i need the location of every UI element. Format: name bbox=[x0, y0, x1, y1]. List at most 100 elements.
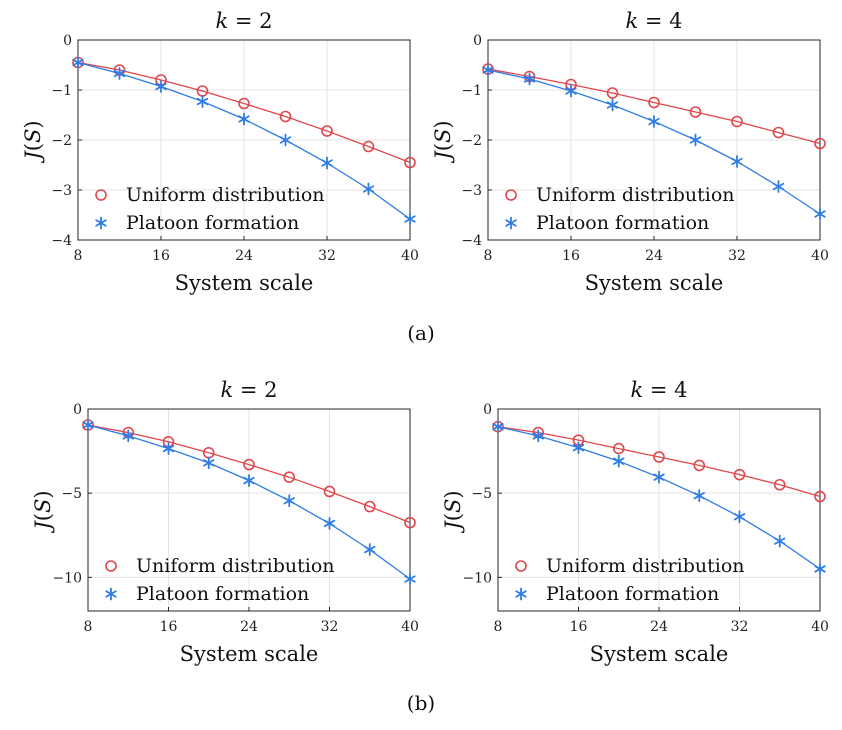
data-point-uniform bbox=[243, 458, 255, 471]
legend-label-uniform: Uniform distribution bbox=[136, 555, 335, 577]
y-tick-label: −3 bbox=[461, 183, 482, 199]
legend-marker-platoon bbox=[105, 587, 117, 601]
x-tick-label: 24 bbox=[240, 619, 258, 635]
x-tick-label: 8 bbox=[74, 248, 83, 264]
y-axis-label: J(S) bbox=[21, 120, 45, 163]
data-point-platoon bbox=[122, 429, 134, 443]
legend-label-uniform: Uniform distribution bbox=[536, 184, 735, 206]
x-tick-label: 16 bbox=[570, 619, 588, 635]
data-point-platoon bbox=[243, 474, 255, 487]
data-point-platoon bbox=[613, 454, 625, 468]
x-tick-label: 8 bbox=[484, 248, 493, 264]
chart-title: k = 2 bbox=[220, 378, 277, 402]
legend-marker-platoon bbox=[505, 216, 517, 230]
data-point-uniform bbox=[772, 126, 785, 139]
data-point-platoon bbox=[772, 180, 785, 193]
data-point-platoon bbox=[565, 84, 577, 98]
legend-label-platoon: Platoon formation bbox=[136, 583, 309, 605]
panel-label-b: (b) bbox=[407, 691, 435, 715]
y-tick-label: −10 bbox=[52, 570, 82, 586]
x-axis-label: System scale bbox=[180, 642, 319, 666]
series-line-uniform bbox=[87, 424, 411, 524]
legend-marker-uniform bbox=[515, 560, 527, 572]
data-point-platoon bbox=[323, 517, 336, 530]
x-axis-label: System scale bbox=[590, 642, 729, 666]
x-tick-label: 40 bbox=[401, 619, 419, 635]
x-tick-label: 40 bbox=[811, 248, 829, 264]
data-point-platoon bbox=[279, 133, 292, 147]
series-line-uniform bbox=[487, 68, 821, 145]
data-point-uniform bbox=[283, 471, 296, 483]
data-point-platoon bbox=[321, 156, 333, 170]
chart-title: k = 4 bbox=[630, 378, 687, 402]
data-point-platoon bbox=[364, 543, 376, 556]
series-line-uniform bbox=[77, 61, 411, 164]
x-axis-label: System scale bbox=[175, 271, 314, 295]
data-point-platoon bbox=[482, 63, 494, 77]
legend-marker-uniform bbox=[95, 189, 107, 201]
y-tick-label: 0 bbox=[473, 33, 482, 49]
data-point-platoon bbox=[693, 489, 705, 503]
y-tick-label: 0 bbox=[63, 33, 72, 49]
y-tick-label: −3 bbox=[51, 183, 72, 199]
series-line-uniform bbox=[497, 426, 821, 498]
data-point-platoon bbox=[814, 207, 826, 221]
data-point-platoon bbox=[733, 510, 746, 524]
data-point-uniform bbox=[648, 96, 660, 109]
data-point-uniform bbox=[773, 478, 786, 491]
legend-marker-uniform bbox=[105, 560, 117, 572]
data-point-platoon bbox=[731, 155, 743, 168]
data-point-uniform bbox=[731, 115, 743, 128]
data-point-platoon bbox=[774, 534, 786, 548]
chart-title: k = 2 bbox=[215, 9, 272, 33]
data-point-platoon bbox=[72, 56, 84, 69]
data-point-platoon bbox=[196, 95, 209, 108]
legend-marker-platoon bbox=[515, 587, 527, 601]
y-tick-label: −2 bbox=[461, 133, 482, 149]
data-point-platoon bbox=[113, 67, 126, 80]
y-tick-label: −4 bbox=[461, 233, 482, 249]
x-tick-label: 8 bbox=[494, 619, 503, 635]
x-tick-label: 32 bbox=[728, 248, 746, 264]
x-tick-label: 32 bbox=[731, 619, 749, 635]
data-point-platoon bbox=[362, 182, 375, 196]
x-tick-label: 16 bbox=[562, 248, 580, 264]
x-tick-label: 32 bbox=[318, 248, 336, 264]
data-point-uniform bbox=[404, 516, 416, 529]
data-point-platoon bbox=[492, 420, 504, 434]
y-tick-label: −1 bbox=[51, 83, 72, 99]
data-point-platoon bbox=[162, 442, 175, 455]
x-tick-label: 40 bbox=[401, 248, 419, 264]
x-tick-label: 24 bbox=[235, 248, 253, 264]
legend-label-platoon: Platoon formation bbox=[536, 212, 709, 234]
data-point-platoon bbox=[606, 98, 619, 112]
y-tick-label: 0 bbox=[73, 402, 82, 418]
data-point-uniform bbox=[689, 106, 702, 118]
data-point-uniform bbox=[321, 125, 333, 137]
data-point-platoon bbox=[532, 429, 544, 443]
x-tick-label: 24 bbox=[645, 248, 663, 264]
plot-frame bbox=[87, 408, 411, 612]
data-point-uniform bbox=[606, 87, 619, 99]
x-tick-label: 16 bbox=[152, 248, 170, 264]
legend-label-uniform: Uniform distribution bbox=[546, 555, 745, 577]
data-point-uniform bbox=[814, 490, 826, 503]
x-tick-label: 8 bbox=[84, 619, 93, 635]
data-point-uniform bbox=[653, 451, 665, 463]
data-point-uniform bbox=[238, 97, 250, 110]
data-point-platoon bbox=[572, 441, 585, 455]
x-axis-label: System scale bbox=[585, 271, 724, 295]
y-tick-label: −4 bbox=[51, 233, 72, 249]
data-point-platoon bbox=[155, 80, 167, 93]
y-tick-label: −5 bbox=[471, 486, 492, 502]
legend-marker-uniform bbox=[505, 189, 517, 201]
data-point-platoon bbox=[203, 456, 215, 470]
y-tick-label: −1 bbox=[461, 83, 482, 99]
y-axis-label: J(S) bbox=[441, 490, 465, 533]
chart-1: 8 16 24 32 40 0 −1 −2 −3 −4 k = 2 System scale J(S) U… bbox=[21, 9, 419, 295]
data-point-platoon bbox=[648, 115, 660, 128]
chart-3: 8 16 24 32 40 0 −5 −10 k = 2 System scale J(S) Unif… bbox=[31, 378, 419, 666]
chart-title: k = 4 bbox=[625, 9, 682, 33]
y-tick-label: −2 bbox=[51, 133, 72, 149]
x-tick-label: 40 bbox=[811, 619, 829, 635]
